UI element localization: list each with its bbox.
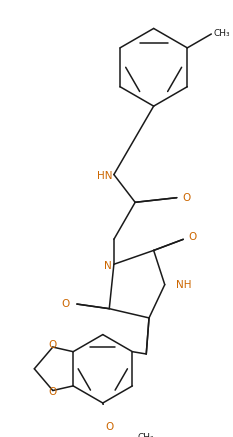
Text: O: O [62, 299, 70, 309]
Text: N: N [104, 261, 112, 271]
Text: O: O [105, 422, 113, 432]
Text: O: O [49, 387, 57, 397]
Text: O: O [49, 340, 57, 350]
Text: NH: NH [175, 280, 191, 290]
Text: HN: HN [96, 171, 112, 181]
Text: O: O [182, 193, 190, 203]
Text: O: O [188, 232, 197, 243]
Text: CH₃: CH₃ [213, 29, 230, 38]
Text: CH₃: CH₃ [137, 433, 154, 437]
